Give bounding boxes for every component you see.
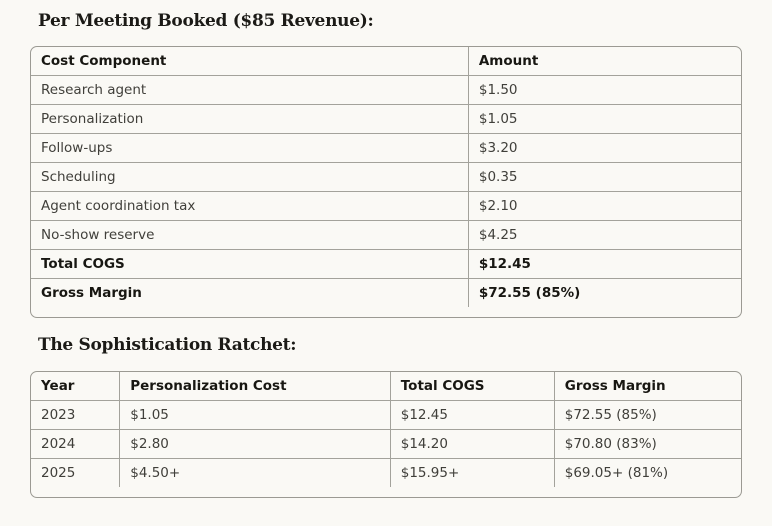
cost-component-cell: No-show reserve <box>31 220 469 250</box>
amount-cell: $4.25 <box>468 220 741 250</box>
column-header-amount: Amount <box>478 53 539 70</box>
section-heading-sophistication-ratchet: The Sophistication Ratchet: <box>38 335 297 356</box>
cost-component-cell: Total COGS <box>31 249 469 279</box>
cost-component-cell: Scheduling <box>31 162 469 192</box>
table-row-2023: 2023 $1.05 $12.45 $72.55 (85%) <box>31 399 741 429</box>
personalization-cost-cell: $4.50+ <box>119 457 391 487</box>
year-cell: 2024 <box>31 428 121 458</box>
personalization-cost-cell: $2.80 <box>119 428 391 458</box>
cost-component-cell: Research agent <box>31 75 469 105</box>
table-row-2025: 2025 $4.50+ $15.95+ $69.05+ (81%) <box>31 457 741 487</box>
column-header-personalization-cost: Personalization Cost <box>119 371 391 400</box>
amount-cell: $2.10 <box>468 191 741 221</box>
table-row: Follow-ups $3.20 <box>31 133 741 163</box>
amount-cell: $1.50 <box>468 75 741 105</box>
column-header-total-cogs: Total COGS <box>390 371 555 400</box>
cost-component-cell: Gross Margin <box>31 278 469 308</box>
total-cogs-cell: $15.95+ <box>390 457 555 487</box>
gross-margin-cell: $72.55 (85%) <box>554 399 741 429</box>
table-row: Personalization $1.05 <box>31 104 741 134</box>
gross-margin-cell: $70.80 (83%) <box>554 428 741 458</box>
table-header-row: Year Personalization Cost Total COGS Gro… <box>31 371 741 400</box>
amount-cell: $1.05 <box>468 104 741 134</box>
amount-cell: $72.55 (85%) <box>468 278 741 308</box>
table-row: No-show reserve $4.25 <box>31 220 741 250</box>
table-row-2024: 2024 $2.80 $14.20 $70.80 (83%) <box>31 428 741 458</box>
table-header-row: Cost Component Amount <box>31 47 741 76</box>
year-cell: 2023 <box>31 399 121 429</box>
total-cogs-cell: $12.45 <box>390 399 555 429</box>
amount-cell: $3.20 <box>468 133 741 163</box>
total-cogs-cell: $14.20 <box>390 428 555 458</box>
table-row-total-cogs: Total COGS $12.45 <box>31 249 741 279</box>
cogs-table: Cost Component Amount Research agent $1.… <box>31 47 741 308</box>
column-header-cost-component: Cost Component <box>31 47 469 76</box>
column-header-gross-margin: Gross Margin <box>564 377 666 394</box>
amount-cell: $12.45 <box>468 249 741 279</box>
cost-component-cell: Personalization <box>31 104 469 134</box>
gross-margin-cell: $69.05+ (81%) <box>554 457 741 487</box>
table-row: Research agent $1.50 <box>31 75 741 105</box>
ratchet-table: Year Personalization Cost Total COGS Gro… <box>31 371 741 487</box>
year-cell: 2025 <box>31 457 121 487</box>
amount-cell: $0.35 <box>468 162 741 192</box>
table-row: Scheduling $0.35 <box>31 162 741 192</box>
cost-component-cell: Agent coordination tax <box>31 191 469 221</box>
section-heading-per-meeting: Per Meeting Booked ($85 Revenue): <box>38 11 374 31</box>
cost-component-cell: Follow-ups <box>31 133 469 163</box>
column-header-year: Year <box>31 371 121 400</box>
table-row: Agent coordination tax $2.10 <box>31 191 741 221</box>
table-row-gross-margin: Gross Margin $72.55 (85%) <box>31 278 741 308</box>
ratchet-table-container: Year Personalization Cost Total COGS Gro… <box>30 370 742 498</box>
personalization-cost-cell: $1.05 <box>119 399 391 429</box>
cogs-table-container: Cost Component Amount Research agent $1.… <box>30 46 742 319</box>
